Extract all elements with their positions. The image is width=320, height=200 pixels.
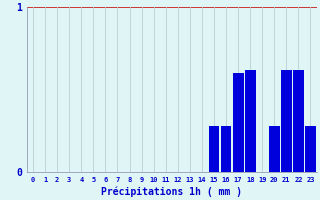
Bar	[305, 126, 316, 172]
Bar	[269, 126, 280, 172]
Bar	[293, 70, 304, 172]
X-axis label: Précipitations 1h ( mm ): Précipitations 1h ( mm )	[101, 186, 242, 197]
Bar	[233, 73, 244, 172]
Bar	[220, 126, 231, 172]
Bar	[245, 70, 256, 172]
Bar	[209, 126, 220, 172]
Bar	[281, 70, 292, 172]
